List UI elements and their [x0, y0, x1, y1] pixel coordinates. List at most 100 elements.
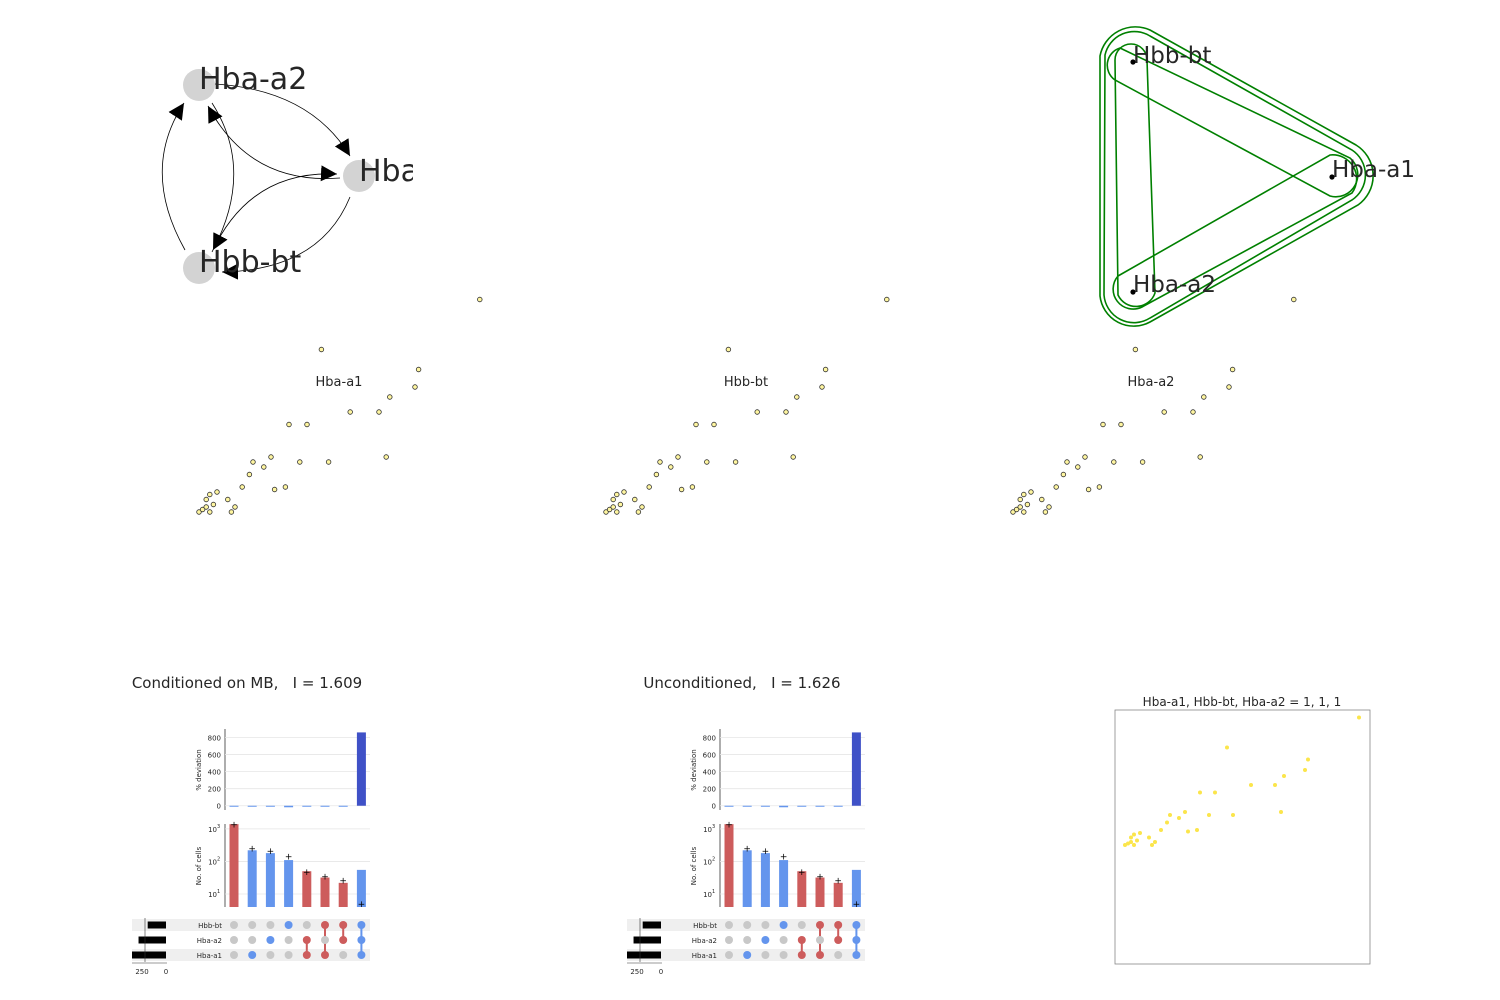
- umap-point: [246, 471, 253, 478]
- deviation-bar: [742, 805, 752, 807]
- hyper-label-hba-a1: Hba-a1: [1332, 157, 1415, 183]
- umap-point: [1226, 384, 1232, 390]
- umap-point: [732, 459, 739, 465]
- scatter-point: [1225, 745, 1229, 750]
- membership-dot: [339, 951, 348, 959]
- set-size-bar: [138, 936, 166, 944]
- cell-count-bar: [724, 824, 734, 907]
- umap-point: [207, 491, 213, 498]
- hyperedge-bt-a2: [1114, 43, 1156, 308]
- set-label: Hba-a2: [197, 937, 222, 945]
- membership-dot: [852, 936, 861, 944]
- scatter-point: [1186, 829, 1190, 834]
- membership-dot: [302, 921, 311, 929]
- membership-dot: [834, 951, 843, 959]
- membership-dot: [834, 921, 843, 929]
- umap-row: Hba-a1 Hbb-bt Hba-a2: [196, 296, 1297, 515]
- membership-dot: [797, 951, 806, 959]
- node-label-hba-a2: Hba-a2: [199, 62, 307, 97]
- umap-point: [1024, 501, 1031, 508]
- set-label: Hbb-bt: [693, 922, 717, 930]
- scatter-point: [1135, 838, 1139, 843]
- deviation-ylabel: % deviation: [195, 749, 203, 790]
- umap-point: [325, 459, 332, 465]
- umap-point: [1053, 484, 1059, 490]
- umap-point: [387, 394, 393, 400]
- umap-point: [1039, 496, 1045, 503]
- node-hba-a1: [343, 160, 375, 192]
- expected-marker: +: [834, 876, 842, 886]
- umap-points-1: [196, 296, 483, 515]
- membership-dot: [725, 951, 733, 959]
- membership-dot: [248, 951, 257, 959]
- membership-dot: [797, 936, 806, 944]
- umap-point: [412, 384, 418, 390]
- membership-dot: [852, 951, 861, 959]
- deviation-tick-label: 200: [703, 786, 716, 794]
- membership-dot: [761, 951, 770, 959]
- umap-point: [1017, 496, 1023, 503]
- cells-tick-exponent: 1: [217, 889, 220, 895]
- deviation-tick-label: 0: [712, 803, 716, 811]
- umap-point: [1197, 454, 1203, 460]
- umap-point: [271, 486, 278, 493]
- umap-point: [1010, 509, 1016, 515]
- membership-dot: [779, 936, 788, 944]
- umap-point: [232, 504, 238, 510]
- edge-bt-a2: [161, 102, 186, 251]
- membership-dot: [230, 951, 238, 959]
- umap-point: [614, 491, 620, 498]
- cell-count-bar: [284, 860, 294, 907]
- deviation-tick-label: 800: [703, 735, 716, 743]
- membership-dot: [834, 936, 843, 944]
- set-label: Hba-a1: [692, 952, 717, 960]
- umap-point: [261, 464, 267, 470]
- expected-marker: +: [853, 900, 861, 910]
- set-size-bar: [132, 951, 166, 959]
- umap-point: [603, 509, 609, 515]
- umap-point: [610, 496, 616, 503]
- deviation-tick-label: 600: [703, 752, 716, 760]
- membership-dot: [266, 951, 275, 959]
- umap-point: [635, 509, 642, 515]
- hyperedge-outer: [1099, 26, 1374, 327]
- expected-marker: +: [816, 873, 824, 883]
- scatter-point: [1207, 813, 1211, 817]
- umap-point: [794, 394, 800, 400]
- expected-marker: +: [358, 900, 366, 910]
- membership-dot: [852, 921, 861, 929]
- membership-dot: [797, 921, 806, 929]
- umap-point: [1111, 459, 1117, 465]
- umap-title-1: Hba-a1: [316, 375, 363, 390]
- umap-point: [754, 409, 760, 415]
- scatter-point: [1306, 757, 1310, 762]
- umap-point: [657, 459, 663, 465]
- umap-point: [1291, 296, 1297, 303]
- scatter-point: [1303, 768, 1307, 772]
- umap-point: [1201, 394, 1207, 400]
- deviation-tick-label: 400: [208, 769, 221, 777]
- umap-point: [632, 496, 638, 503]
- umap-point: [606, 506, 613, 513]
- umap-point: [214, 489, 220, 495]
- scatter-point: [1168, 813, 1172, 817]
- umap-point: [646, 484, 652, 490]
- umap-point: [383, 454, 389, 460]
- membership-dot: [284, 936, 293, 944]
- upset-right-title: Unconditioned, I = 1.626: [643, 674, 840, 692]
- hyperedge-triple: [1103, 30, 1367, 324]
- deviation-bar: [815, 805, 825, 807]
- membership-dot: [230, 921, 238, 929]
- umap-point: [1118, 421, 1124, 428]
- umap-point: [477, 296, 483, 303]
- deviation-bar: [338, 805, 348, 807]
- membership-dot: [321, 921, 329, 929]
- membership-dot: [357, 936, 366, 944]
- deviation-bar: [356, 732, 366, 806]
- umap-point: [614, 509, 620, 515]
- scatter-point: [1183, 810, 1187, 814]
- umap-point: [822, 366, 829, 373]
- deviation-tick-label: 200: [208, 786, 221, 794]
- membership-dot: [761, 921, 770, 929]
